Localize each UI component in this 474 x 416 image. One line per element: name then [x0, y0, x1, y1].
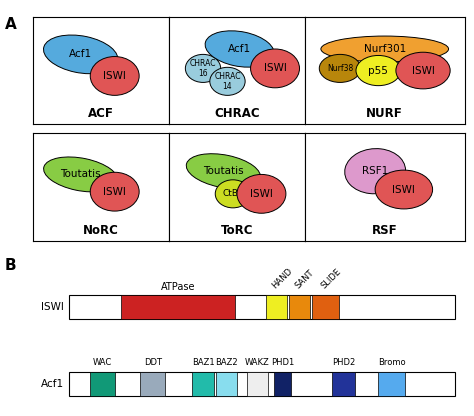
- Ellipse shape: [319, 54, 361, 82]
- Ellipse shape: [44, 35, 118, 74]
- Bar: [289, 295, 310, 319]
- Text: RSF: RSF: [372, 224, 398, 237]
- Ellipse shape: [396, 52, 450, 89]
- Text: NURF: NURF: [366, 107, 403, 120]
- Text: BAZ2: BAZ2: [215, 358, 237, 367]
- Text: ACF: ACF: [88, 107, 114, 120]
- Ellipse shape: [44, 157, 118, 192]
- Text: ToRC: ToRC: [221, 224, 253, 237]
- Text: ISWI: ISWI: [411, 66, 435, 76]
- Text: RSF1: RSF1: [362, 166, 388, 176]
- Text: B: B: [5, 258, 17, 273]
- Text: Nurf301: Nurf301: [364, 44, 406, 54]
- Ellipse shape: [205, 31, 274, 67]
- Text: Acf1: Acf1: [41, 379, 64, 389]
- Bar: [312, 295, 339, 319]
- Text: p55: p55: [368, 66, 388, 76]
- Text: WAKZ: WAKZ: [245, 358, 270, 367]
- Text: CHRAC: CHRAC: [214, 107, 260, 120]
- Bar: [266, 295, 287, 319]
- Ellipse shape: [186, 154, 261, 189]
- Text: ISWI: ISWI: [264, 63, 286, 73]
- Text: CtBP: CtBP: [222, 189, 244, 198]
- Text: Toutatis: Toutatis: [60, 169, 101, 179]
- Ellipse shape: [237, 174, 286, 213]
- Text: Acf1: Acf1: [228, 44, 251, 54]
- Ellipse shape: [90, 57, 139, 95]
- Ellipse shape: [345, 149, 406, 194]
- Bar: [140, 372, 165, 396]
- Ellipse shape: [185, 54, 221, 82]
- Text: A: A: [5, 17, 17, 32]
- Bar: [273, 372, 291, 396]
- Text: Acf1: Acf1: [69, 50, 92, 59]
- Text: NoRC: NoRC: [83, 224, 119, 237]
- Text: CHRAC
16: CHRAC 16: [190, 59, 216, 78]
- Bar: [69, 295, 456, 319]
- Text: CHRAC
14: CHRAC 14: [214, 72, 241, 91]
- Text: BAZ1: BAZ1: [191, 358, 214, 367]
- Text: ISWI: ISWI: [41, 302, 64, 312]
- Ellipse shape: [356, 55, 401, 86]
- Ellipse shape: [215, 180, 251, 208]
- Text: ISWI: ISWI: [103, 71, 126, 81]
- Text: ISWI: ISWI: [392, 185, 415, 195]
- Text: PHD2: PHD2: [332, 358, 355, 367]
- Ellipse shape: [90, 172, 139, 211]
- Bar: [192, 372, 214, 396]
- Text: ISWI: ISWI: [103, 187, 126, 197]
- Ellipse shape: [321, 36, 448, 62]
- Bar: [69, 372, 456, 396]
- Text: PHD1: PHD1: [271, 358, 294, 367]
- Text: ATPase: ATPase: [161, 282, 195, 292]
- Text: HAND: HAND: [270, 266, 294, 290]
- Bar: [246, 372, 268, 396]
- Text: SLIDE: SLIDE: [319, 267, 343, 290]
- Bar: [332, 372, 355, 396]
- Bar: [216, 372, 237, 396]
- Ellipse shape: [375, 170, 433, 209]
- Text: Toutatis: Toutatis: [203, 166, 244, 176]
- Text: Bromo: Bromo: [378, 358, 405, 367]
- Text: SANT: SANT: [293, 268, 316, 290]
- Ellipse shape: [210, 67, 245, 95]
- Text: DDT: DDT: [144, 358, 162, 367]
- Text: WAC: WAC: [93, 358, 112, 367]
- Text: ISWI: ISWI: [250, 189, 273, 199]
- Bar: [378, 372, 405, 396]
- Ellipse shape: [251, 49, 300, 88]
- Bar: [121, 295, 235, 319]
- Bar: [90, 372, 115, 396]
- Text: Nurf38: Nurf38: [327, 64, 353, 73]
